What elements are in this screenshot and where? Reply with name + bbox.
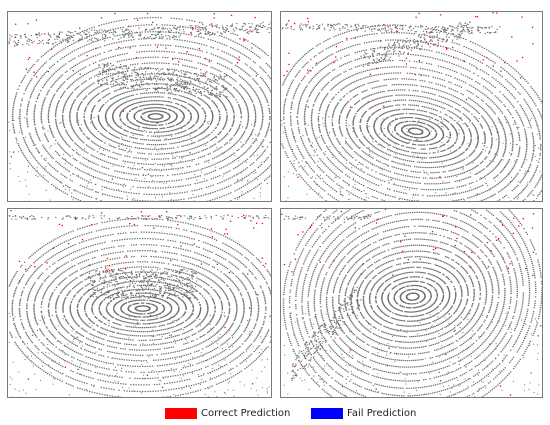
point-cloud-plot [8,209,271,397]
point-cloud-panel-top-left [7,11,272,202]
fail-prediction-swatch [311,407,343,419]
legend: Correct Prediction Fail Prediction [0,404,550,422]
legend-label-fail: Fail Prediction [347,407,417,419]
point-cloud-plot [281,209,542,397]
point-cloud-panel-top-right [280,11,543,202]
point-cloud-panel-bottom-left [7,208,272,398]
legend-label-correct: Correct Prediction [201,407,291,419]
point-cloud-plot [8,12,271,201]
point-cloud-panel-bottom-right [280,208,543,398]
point-cloud-plot [281,12,542,201]
legend-item-fail: Fail Prediction [311,406,416,420]
correct-prediction-swatch [165,407,197,419]
legend-item-correct: Correct Prediction [165,406,290,420]
